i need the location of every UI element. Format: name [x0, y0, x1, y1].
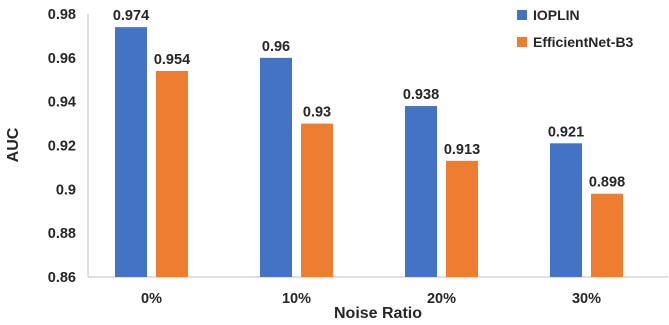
- y-axis-title: AUC: [5, 127, 22, 162]
- bar-ioplin-1: [260, 57, 292, 278]
- bars: 0.974 0.954 0.96 0.93 0.938 0.913 0.921 0.898: [113, 8, 625, 278]
- legend-swatch: [517, 10, 527, 20]
- x-tick-label: 20%: [427, 291, 456, 307]
- x-tick-label: 30%: [572, 291, 601, 307]
- y-tick-label: 0.9: [56, 182, 76, 198]
- data-label: 0.913: [444, 142, 480, 158]
- bar-ioplin-3: [550, 143, 582, 277]
- x-axis-ticks: 0% 10% 20% 30%: [141, 291, 601, 307]
- bar-efficientnet-b3-1: [301, 123, 333, 277]
- bar-efficientnet-b3-3: [591, 193, 623, 277]
- bar-efficientnet-b3-2: [446, 160, 478, 277]
- data-label: 0.974: [113, 8, 149, 24]
- data-label: 0.954: [154, 52, 190, 68]
- y-tick-label: 0.92: [48, 139, 76, 155]
- data-label: 0.898: [589, 175, 625, 191]
- bar-efficientnet-b3-0: [156, 70, 188, 277]
- y-tick-label: 0.98: [48, 7, 76, 23]
- legend: IOPLIN EfficientNet-B3: [517, 7, 634, 50]
- legend-swatch: [517, 37, 527, 47]
- y-axis-ticks: 0.86 0.88 0.9 0.92 0.94 0.96 0.98: [48, 7, 76, 286]
- data-label: 0.921: [548, 124, 584, 140]
- y-tick-label: 0.96: [48, 51, 76, 67]
- data-label: 0.93: [303, 105, 331, 121]
- x-tick-label: 0%: [141, 291, 162, 307]
- data-label: 0.938: [403, 87, 439, 103]
- y-tick-label: 0.94: [48, 95, 76, 111]
- y-tick-label: 0.88: [48, 226, 76, 242]
- data-label: 0.96: [262, 39, 290, 55]
- legend-label: IOPLIN: [533, 7, 580, 23]
- bar-ioplin-0: [115, 27, 147, 278]
- y-tick-label: 0.86: [48, 270, 76, 286]
- x-axis-title: Noise Ratio: [334, 305, 422, 322]
- legend-label: EfficientNet-B3: [533, 34, 634, 50]
- x-tick-label: 10%: [282, 291, 311, 307]
- bar-ioplin-2: [405, 106, 437, 277]
